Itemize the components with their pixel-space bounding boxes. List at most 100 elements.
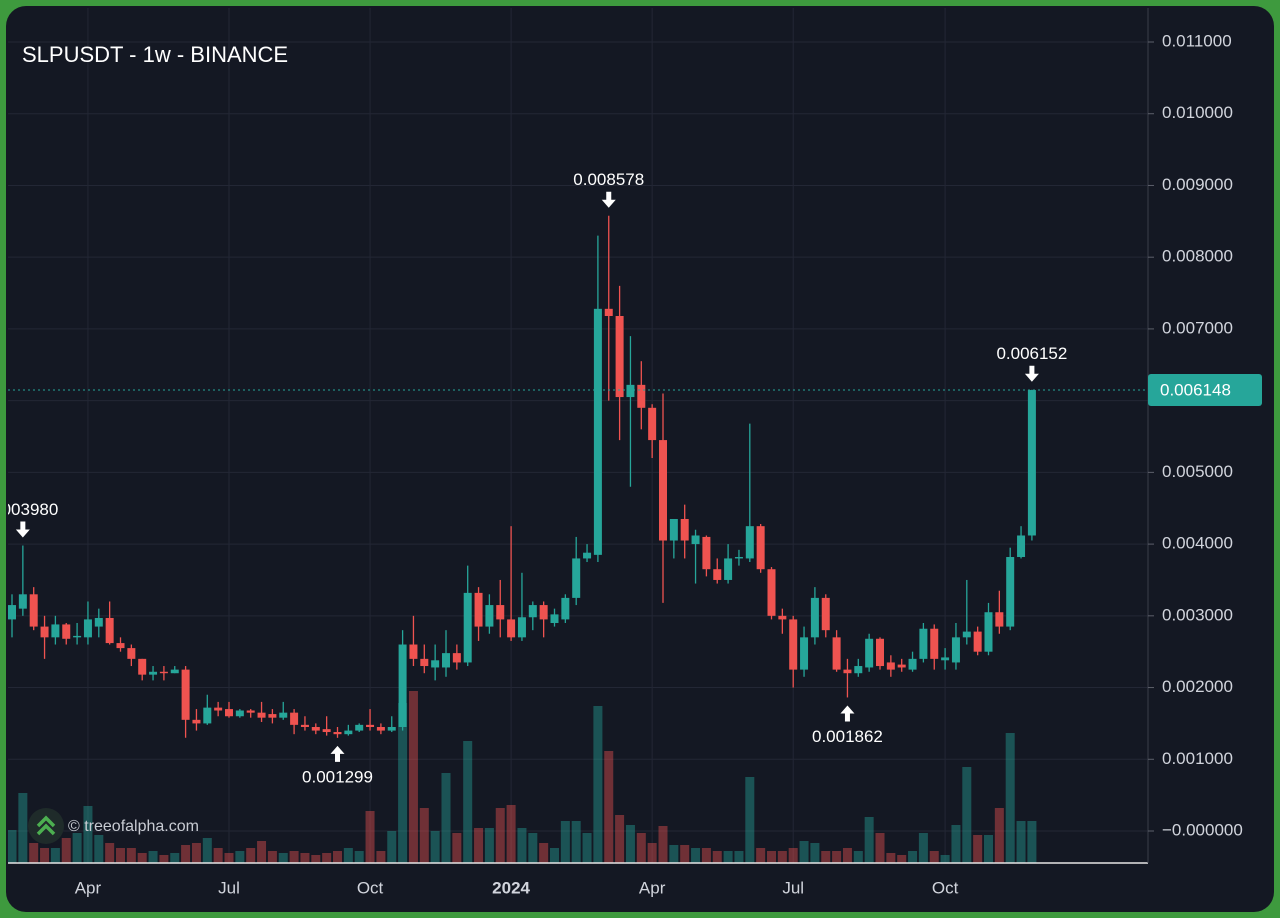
x-tick-label: Apr <box>75 878 102 897</box>
candle-body <box>300 724 309 728</box>
volume-bar <box>821 851 831 863</box>
candle-body <box>843 669 852 674</box>
y-tick-label: 0.004000 <box>1162 534 1233 553</box>
y-tick-label: 0.002000 <box>1162 677 1233 696</box>
last-price-label: 0.006148 <box>1160 381 1231 400</box>
candle-body <box>159 671 168 674</box>
volume-bar <box>1005 733 1015 863</box>
volume-bar <box>550 848 559 863</box>
volume-bar <box>148 851 158 863</box>
candle-body <box>539 605 548 620</box>
candle-body <box>517 617 526 638</box>
candle-body <box>713 569 722 580</box>
volume-bar <box>908 851 918 863</box>
volume-bar <box>202 838 212 863</box>
volume-bar <box>571 821 581 863</box>
candle-body <box>181 669 190 720</box>
y-tick-label: 0.003000 <box>1162 605 1233 624</box>
volume-bar <box>408 691 418 863</box>
volume-bar <box>810 843 820 863</box>
candle-body <box>669 518 678 541</box>
candle-body <box>268 714 277 718</box>
volume-bar <box>50 848 60 863</box>
volume-bar <box>680 845 690 863</box>
candle-body <box>930 628 939 659</box>
candle-body <box>344 730 353 735</box>
candle-body <box>789 619 798 670</box>
y-tick-label: 0.008000 <box>1162 247 1233 266</box>
axis-labels: −0.000000 0.001000 0.002000 0.003000 0.00400… <box>75 31 1262 897</box>
volume-bar <box>897 855 907 863</box>
x-tick-label: Apr <box>639 878 666 897</box>
volume-bar <box>343 848 353 863</box>
last-price-tag <box>1148 374 1262 407</box>
candle-body <box>149 671 158 675</box>
candle-body <box>409 644 418 659</box>
candle-body <box>366 724 375 728</box>
volume-bar <box>387 831 397 863</box>
arrow <box>330 745 345 762</box>
y-tick-label: 0.010000 <box>1162 103 1233 122</box>
candle-body <box>745 526 754 559</box>
volume-bar <box>528 833 538 863</box>
candle-body <box>257 712 266 718</box>
volume-bar <box>799 841 809 863</box>
candle-body <box>170 669 179 674</box>
annotation-layer: 0.003980 0.001299 0.008578 0.001862 0.006152 <box>8 170 1067 786</box>
candle-body <box>203 707 212 724</box>
volume-bar <box>430 831 440 863</box>
volume-bar <box>191 843 201 863</box>
volume-bar <box>832 851 842 863</box>
candle-body <box>507 619 516 638</box>
volume-bar <box>8 830 17 863</box>
candle-body <box>485 605 494 627</box>
candle-body <box>322 729 331 733</box>
volume-bar <box>40 848 50 863</box>
candle-body <box>442 653 450 668</box>
candle-body <box>800 637 809 670</box>
chart-title: SLPUSDT - 1w - BINANCE <box>22 42 288 67</box>
volume-bar <box>376 851 386 863</box>
candle-body <box>659 440 667 541</box>
candle-body <box>767 569 776 616</box>
candle-body <box>941 657 950 661</box>
y-tick-label: 0.001000 <box>1162 749 1233 768</box>
volume-bar <box>875 833 885 863</box>
candle-body <box>583 552 592 559</box>
candle-body <box>593 308 602 555</box>
candle-body <box>1006 557 1015 627</box>
candle-body <box>431 660 440 668</box>
volume-bar <box>669 845 679 863</box>
volume-bar <box>474 828 484 863</box>
volume-bar <box>484 828 494 863</box>
volume-bar <box>126 848 136 863</box>
candle-body <box>463 592 472 663</box>
y-tick-label: 0.009000 <box>1162 175 1233 194</box>
x-tick-label: Oct <box>357 878 384 897</box>
y-tick-label: 0.007000 <box>1162 318 1233 337</box>
candle-body <box>702 536 711 570</box>
volume-bar <box>929 851 939 863</box>
watermark-logo <box>28 808 64 844</box>
candle-body <box>604 308 613 317</box>
volume-bar <box>625 825 635 863</box>
volume-bar <box>864 817 874 863</box>
volume-bar <box>636 833 646 863</box>
volume-bar <box>354 851 364 863</box>
y-tick-label: 0.011000 <box>1162 31 1232 50</box>
volume-bar <box>463 741 473 863</box>
volume-bar <box>973 835 983 863</box>
volume-bar <box>1016 821 1026 863</box>
candle-body <box>995 612 1004 627</box>
grid <box>8 8 1148 863</box>
volume-bar <box>604 751 614 863</box>
candle-body <box>561 597 570 620</box>
candle-body <box>311 727 320 731</box>
volume-bar <box>593 706 603 863</box>
volume-bar <box>452 833 462 863</box>
volume-bar <box>712 851 722 863</box>
volume-bar <box>691 848 701 863</box>
candle-body <box>94 617 103 627</box>
candle-body <box>355 724 364 731</box>
